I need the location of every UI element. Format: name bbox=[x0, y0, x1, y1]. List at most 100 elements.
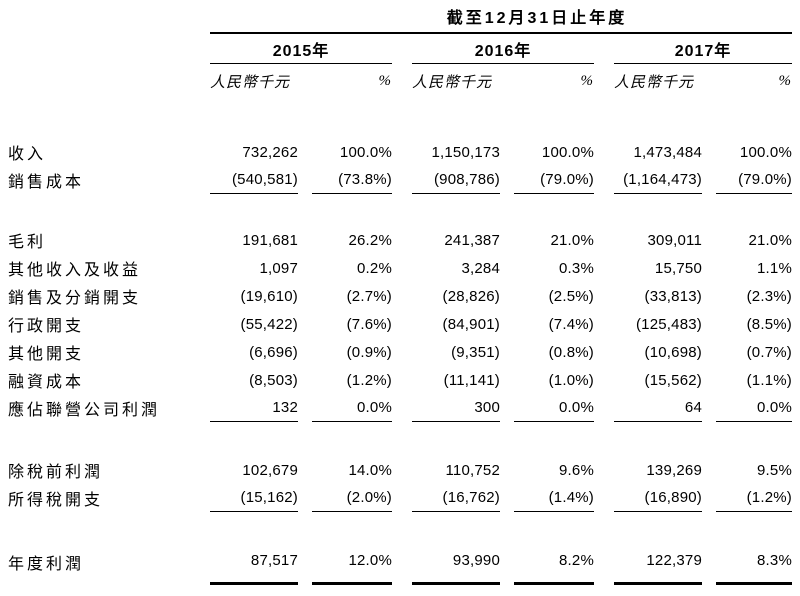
amount-cell: (33,813) bbox=[644, 287, 702, 305]
amount-cell: (28,826) bbox=[442, 287, 500, 305]
amount-cell: 241,387 bbox=[444, 231, 500, 249]
spacer bbox=[8, 512, 800, 547]
table-row-admin-expenses: 行政開支 (55,422) (7.6%) (84,901) (7.4%) (12… bbox=[8, 310, 800, 338]
pct-cell: (1.2%) bbox=[346, 371, 392, 389]
percent-label: % bbox=[778, 72, 792, 89]
pct-cell: (0.8%) bbox=[548, 343, 594, 361]
column-gap bbox=[392, 366, 412, 394]
column-gap bbox=[392, 310, 412, 338]
pct-cell: 1.1% bbox=[757, 259, 792, 277]
amount-cell: 1,097 bbox=[259, 259, 298, 277]
pct-cell: (2.7%) bbox=[346, 287, 392, 305]
currency-unit-label: 人民幣千元 bbox=[412, 74, 493, 91]
pct-cell: (79.0%) bbox=[514, 166, 594, 194]
pct-cell: (0.7%) bbox=[746, 343, 792, 361]
amount-cell: 1,150,173 bbox=[431, 143, 500, 161]
pct-cell: (79.0%) bbox=[716, 166, 792, 194]
column-gap bbox=[392, 547, 412, 585]
row-label: 銷售及分銷開支 bbox=[8, 290, 142, 307]
table-row-income-tax: 所得稅開支 (15,162) (2.0%) (16,762) (1.4%) (1… bbox=[8, 484, 800, 512]
column-gap bbox=[392, 394, 412, 422]
unit-header-2016: 人民幣千元 % bbox=[412, 64, 594, 98]
amount-cell: (10,698) bbox=[644, 343, 702, 361]
column-gap bbox=[594, 456, 614, 484]
row-label: 銷售成本 bbox=[8, 174, 85, 191]
row-label: 行政開支 bbox=[8, 318, 85, 335]
pct-cell: 100.0% bbox=[541, 143, 594, 161]
amount-cell: (908,786) bbox=[412, 166, 500, 194]
pct-cell: 0.0% bbox=[514, 394, 594, 422]
column-gap bbox=[392, 484, 412, 512]
pct-cell: (7.6%) bbox=[346, 315, 392, 333]
amount-cell: 300 bbox=[412, 394, 500, 422]
pct-cell: (0.9%) bbox=[346, 343, 392, 361]
amount-cell: 64 bbox=[614, 394, 702, 422]
pct-cell: (1.2%) bbox=[716, 484, 792, 512]
column-gap bbox=[594, 338, 614, 366]
pct-cell: 9.6% bbox=[559, 461, 594, 479]
amount-cell: 732,262 bbox=[242, 143, 298, 161]
pct-cell: (2.3%) bbox=[746, 287, 792, 305]
amount-cell: 132 bbox=[210, 394, 298, 422]
column-gap bbox=[594, 484, 614, 512]
column-gap bbox=[392, 226, 412, 254]
amount-cell: 15,750 bbox=[654, 259, 702, 277]
table-row-other-income: 其他收入及收益 1,097 0.2% 3,284 0.3% 15,750 1.1… bbox=[8, 254, 800, 282]
unit-header-2015: 人民幣千元 % bbox=[210, 64, 392, 98]
pct-cell: 21.0% bbox=[748, 231, 792, 249]
row-label: 毛利 bbox=[8, 234, 47, 251]
table-row-selling-expenses: 銷售及分銷開支 (19,610) (2.7%) (28,826) (2.5%) … bbox=[8, 282, 800, 310]
currency-unit-label: 人民幣千元 bbox=[210, 74, 291, 91]
column-gap bbox=[392, 254, 412, 282]
pct-cell: 0.0% bbox=[312, 394, 392, 422]
year-header-row: 2015年 2016年 2017年 bbox=[8, 34, 800, 64]
amount-cell: (9,351) bbox=[451, 343, 500, 361]
row-label: 應佔聯營公司利潤 bbox=[8, 402, 161, 419]
currency-unit-label: 人民幣千元 bbox=[614, 74, 695, 91]
period-header: 截至12月31日止年度 bbox=[210, 8, 792, 34]
table-row-share-of-associates: 應佔聯營公司利潤 132 0.0% 300 0.0% 64 0.0% bbox=[8, 394, 800, 422]
amount-cell: (1,164,473) bbox=[614, 166, 702, 194]
unit-header-2017: 人民幣千元 % bbox=[614, 64, 792, 98]
amount-cell: 139,269 bbox=[646, 461, 702, 479]
amount-cell: 122,379 bbox=[614, 547, 702, 585]
amount-cell: 3,284 bbox=[461, 259, 500, 277]
pct-cell: 0.3% bbox=[559, 259, 594, 277]
pct-cell: 100.0% bbox=[739, 143, 792, 161]
spacer bbox=[8, 194, 800, 226]
column-gap bbox=[594, 394, 614, 422]
amount-cell: (15,162) bbox=[210, 484, 298, 512]
row-label: 融資成本 bbox=[8, 374, 85, 391]
pct-cell: (2.5%) bbox=[548, 287, 594, 305]
table-row-revenue: 收入 732,262 100.0% 1,150,173 100.0% 1,473… bbox=[8, 138, 800, 166]
pct-cell: 9.5% bbox=[757, 461, 792, 479]
pct-cell: (1.4%) bbox=[514, 484, 594, 512]
pct-cell: 100.0% bbox=[339, 143, 392, 161]
table-row-finance-costs: 融資成本 (8,503) (1.2%) (11,141) (1.0%) (15,… bbox=[8, 366, 800, 394]
year-2016-header: 2016年 bbox=[412, 34, 594, 64]
amount-cell: (16,762) bbox=[412, 484, 500, 512]
row-label: 年度利潤 bbox=[8, 556, 85, 573]
spacer bbox=[8, 98, 800, 138]
percent-label: % bbox=[580, 72, 594, 89]
pct-cell: (2.0%) bbox=[312, 484, 392, 512]
amount-cell: 87,517 bbox=[210, 547, 298, 585]
column-gap bbox=[392, 166, 412, 194]
column-gap bbox=[392, 456, 412, 484]
column-gap bbox=[392, 138, 412, 166]
column-gap bbox=[594, 282, 614, 310]
amount-cell: 1,473,484 bbox=[633, 143, 702, 161]
row-label: 其他收入及收益 bbox=[8, 262, 142, 279]
year-2015-header: 2015年 bbox=[210, 34, 392, 64]
pct-cell: 8.3% bbox=[716, 547, 792, 585]
table-row-cost-of-sales: 銷售成本 (540,581) (73.8%) (908,786) (79.0%)… bbox=[8, 166, 800, 194]
year-2017-header: 2017年 bbox=[614, 34, 792, 64]
amount-cell: 191,681 bbox=[242, 231, 298, 249]
table-row-gross-profit: 毛利 191,681 26.2% 241,387 21.0% 309,011 2… bbox=[8, 226, 800, 254]
pct-cell: (7.4%) bbox=[548, 315, 594, 333]
unit-header-row: 人民幣千元 % 人民幣千元 % 人民幣千元 % bbox=[8, 64, 800, 98]
amount-cell: (84,901) bbox=[442, 315, 500, 333]
table-row-other-expenses: 其他開支 (6,696) (0.9%) (9,351) (0.8%) (10,6… bbox=[8, 338, 800, 366]
row-label: 其他開支 bbox=[8, 346, 85, 363]
amount-cell: 309,011 bbox=[647, 231, 702, 249]
